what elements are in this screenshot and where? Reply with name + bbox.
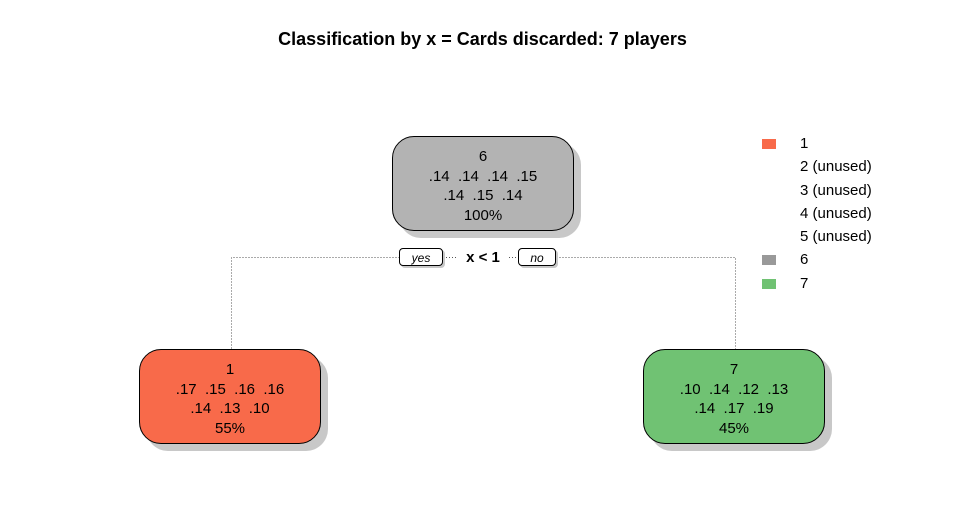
right-node-percent: 45% (718, 419, 750, 437)
legend-swatch (762, 209, 776, 219)
legend-label: 6 (800, 251, 809, 269)
left-node-probs-2: .14 .13 .10 (190, 400, 270, 417)
legend-swatch (762, 255, 776, 266)
yes-label: yes (399, 248, 443, 266)
right-node-probs-2: .14 .17 .19 (694, 400, 774, 417)
right-leaf-node: 7 .10 .14 .12 .13 .14 .17 .19 45% (643, 349, 825, 444)
legend-label: 5 (unused) (800, 228, 872, 246)
root-node-probs-1: .14 .14 .14 .15 (428, 167, 538, 185)
legend-swatch (762, 278, 776, 289)
left-node-percent: 55% (214, 419, 246, 437)
legend-swatch (762, 139, 776, 149)
diagram-title: Classification by x = Cards discarded: 7… (278, 29, 687, 49)
legend-swatch (762, 232, 776, 242)
left-node-class: 1 (225, 361, 235, 378)
no-label: no (518, 248, 556, 266)
left-node-probs-1: .17 .15 .16 .16 (175, 380, 285, 398)
legend-label: 1 (800, 135, 809, 152)
legend-label: 2 (unused) (800, 158, 872, 176)
connector-yes-branch (231, 257, 400, 349)
legend-label: 7 (800, 274, 809, 292)
legend-swatch (762, 162, 776, 172)
root-node-percent: 100% (463, 206, 503, 224)
legend-label: 3 (unused) (800, 181, 872, 199)
right-node-class: 7 (729, 361, 739, 378)
legend-label: 4 (unused) (800, 204, 872, 222)
connector-no-branch (556, 257, 736, 349)
root-node: 6 .14 .14 .14 .15 .14 .15 .14 100% (392, 136, 574, 231)
legend-swatch (762, 186, 776, 196)
root-node-probs-2: .14 .15 .14 (443, 187, 523, 204)
left-leaf-node: 1 .17 .15 .16 .16 .14 .13 .10 55% (139, 349, 321, 444)
split-condition: x < 1 (466, 249, 500, 266)
right-node-probs-1: .10 .14 .12 .13 (679, 380, 789, 398)
root-node-class: 6 (478, 148, 488, 165)
